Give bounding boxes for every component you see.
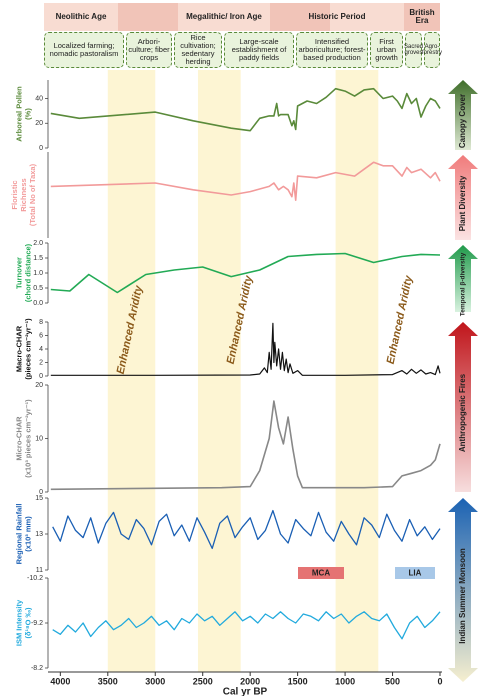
period-label: British Era <box>409 7 435 25</box>
practice-box: Localized farming; nomadic pastoralism <box>44 32 124 68</box>
indicator-arrow <box>448 322 478 492</box>
indicator-arrow <box>448 498 478 682</box>
y-axis-label: Turnover <box>14 257 23 289</box>
y-axis-label: (x10³ pieces cm⁻²yr⁻¹) <box>23 399 32 478</box>
y-axis-label: (pieces cm⁻²yr⁻¹) <box>23 318 32 380</box>
practice-box: Sacred groves <box>404 32 423 68</box>
indicator-arrow <box>448 245 478 312</box>
y-axis-label: (δ¹⁸O ‰) <box>23 607 32 639</box>
y-axis-label: (Total No of Taxa) <box>28 163 37 226</box>
practice-box: Intensified arboriculture; forest-based … <box>296 32 368 68</box>
y-tick-label: 0 <box>39 145 43 152</box>
y-axis-label: Macro-CHAR <box>14 325 23 372</box>
x-tick-label: 2000 <box>240 676 260 686</box>
climate-event-label: LIA <box>409 569 422 578</box>
aridity-band <box>197 70 241 672</box>
y-tick-label: -9.2 <box>31 620 43 627</box>
y-tick-label: 15 <box>35 495 43 502</box>
y-axis-label: Richness <box>19 178 28 211</box>
x-tick-label: 4000 <box>50 676 70 686</box>
x-tick-label: 1500 <box>288 676 308 686</box>
y-axis-label: Micro-CHAR <box>14 416 23 461</box>
y-tick-label: 11 <box>36 567 43 574</box>
y-tick-label: 2.0 <box>33 240 43 247</box>
x-tick-label: 500 <box>385 676 400 686</box>
y-axis-label: Regional Rainfall <box>14 504 23 565</box>
series-line <box>50 252 441 294</box>
series-line <box>50 87 441 132</box>
x-tick-label: 3500 <box>98 676 118 686</box>
y-tick-label: 20 <box>35 120 43 127</box>
climate-event-box <box>395 567 435 579</box>
period-label: Neolithic Age <box>55 11 107 21</box>
y-tick-label: 1.0 <box>33 270 43 277</box>
y-tick-label: 0.5 <box>33 285 43 292</box>
practice-box: Agro-forestry <box>422 32 442 68</box>
y-tick-label: -8.2 <box>31 665 43 672</box>
period-label: Historic Period <box>308 11 366 21</box>
series-line <box>50 400 441 491</box>
y-axis-label: (chord distance) <box>23 243 32 302</box>
aridity-band <box>335 70 379 672</box>
y-axis-label: (x10³ mm) <box>23 516 32 552</box>
practice-box: Rice cultivation; sedentary herding <box>174 32 222 68</box>
indicator-label: Canopy Cover <box>458 94 467 148</box>
series-line <box>52 611 441 640</box>
y-tick-label: 40 <box>35 95 43 102</box>
climate-event-label: MCA <box>312 569 330 578</box>
y-tick-label: 8 <box>39 319 43 326</box>
indicator-label: Temporal β-diversity <box>460 252 467 316</box>
y-tick-label: 10 <box>35 435 43 442</box>
y-tick-label: 1.5 <box>33 255 43 262</box>
indicator-label: Indian Summer Monsoon <box>458 548 467 644</box>
practice-box: Arbori-culture; fiber crops <box>126 32 172 68</box>
practice-box: Large-scale establishment of paddy field… <box>224 32 294 68</box>
y-axis-label: Floristic <box>10 180 19 209</box>
x-tick-label: 0 <box>437 676 442 686</box>
y-tick-label: -10.2 <box>27 575 43 582</box>
y-tick-label: 0 <box>39 489 43 496</box>
y-tick-label: 0.0 <box>33 300 43 307</box>
y-axis-label: ISM Intensity <box>14 599 23 646</box>
y-tick-label: 2 <box>39 359 43 366</box>
series-line <box>52 509 441 550</box>
period-band <box>270 3 330 31</box>
series-line <box>50 322 441 376</box>
y-axis-label: Arboreal Pollen <box>14 86 23 142</box>
indicator-label: Anthropogenic Fires <box>458 373 467 452</box>
annotation: Enhanced Aridity <box>385 274 416 365</box>
y-tick-label: 0 <box>39 373 43 380</box>
series-line <box>50 161 441 201</box>
y-tick-label: 20 <box>35 382 43 389</box>
x-tick-label: 2500 <box>193 676 213 686</box>
period-band <box>118 3 178 31</box>
indicator-label: Plant Diversity <box>458 175 467 231</box>
x-axis-label: Cal yr BP <box>223 687 268 696</box>
period-label: Megalithic/ Iron Age <box>186 11 262 21</box>
indicator-arrow <box>448 80 478 150</box>
y-tick-label: 13 <box>35 531 43 538</box>
y-tick-label: 6 <box>39 332 43 339</box>
y-axis-label: (%) <box>23 108 32 120</box>
x-tick-label: 3000 <box>145 676 165 686</box>
indicator-arrow <box>448 155 478 240</box>
y-tick-label: 4 <box>39 346 43 353</box>
period-band <box>44 3 440 31</box>
x-tick-label: 1000 <box>335 676 355 686</box>
period-band <box>404 3 440 31</box>
climate-event-box <box>298 567 344 579</box>
aridity-band <box>107 70 156 672</box>
practice-box: First urban growth <box>370 32 403 68</box>
